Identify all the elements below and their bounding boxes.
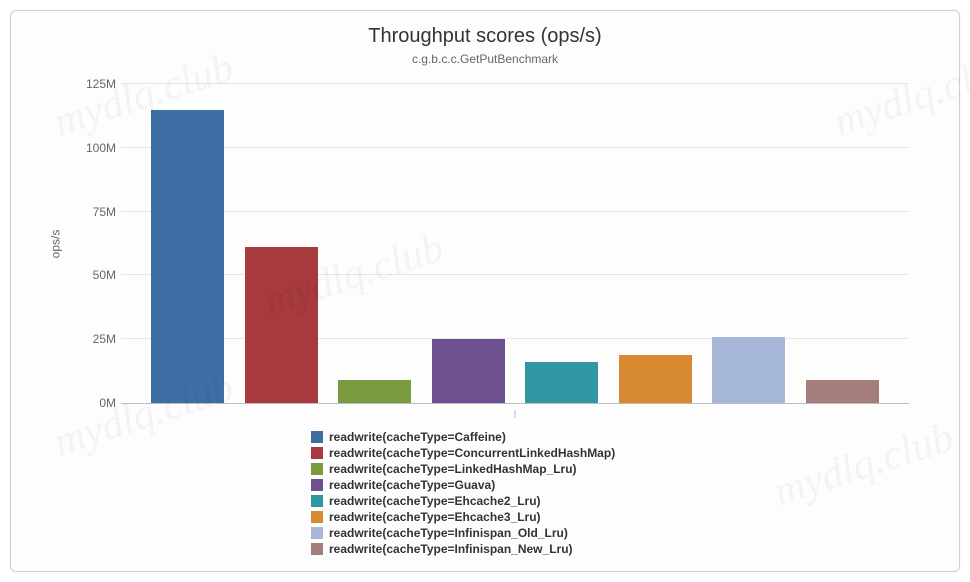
legend-item: readwrite(cacheType=Caffeine) [311, 429, 939, 445]
y-tick-label: 125M [71, 77, 116, 91]
legend-swatch [311, 479, 323, 491]
chart-container: Throughput scores (ops/s) c.g.b.c.c.GetP… [10, 10, 960, 572]
bar-slot [328, 84, 422, 403]
bar [338, 380, 411, 403]
legend-swatch [311, 431, 323, 443]
legend-label: readwrite(cacheType=LinkedHashMap_Lru) [329, 461, 577, 477]
y-axis-label: ops/s [48, 229, 62, 258]
y-tick-label: 50M [71, 268, 116, 282]
legend-label: readwrite(cacheType=Infinispan_Old_Lru) [329, 525, 568, 541]
bar [432, 339, 505, 403]
chart-title: Throughput scores (ops/s) [31, 25, 939, 48]
legend-item: readwrite(cacheType=Ehcache2_Lru) [311, 493, 939, 509]
legend-item: readwrite(cacheType=Ehcache3_Lru) [311, 509, 939, 525]
legend-label: readwrite(cacheType=ConcurrentLinkedHash… [329, 445, 615, 461]
x-axis-tick [515, 410, 516, 418]
bar [525, 362, 598, 403]
plot-area: ops/s 0M25M50M75M100M125M [121, 84, 909, 404]
bar [806, 380, 879, 403]
bar-slot [515, 84, 609, 403]
bar [245, 247, 318, 403]
y-tick-label: 0M [71, 396, 116, 410]
bar [151, 110, 224, 403]
bar-slot [609, 84, 703, 403]
legend-swatch [311, 463, 323, 475]
legend-item: readwrite(cacheType=Infinispan_New_Lru) [311, 541, 939, 557]
bar-slot [141, 84, 235, 403]
legend-item: readwrite(cacheType=Guava) [311, 477, 939, 493]
bars-layer [121, 84, 909, 403]
bar-slot [796, 84, 890, 403]
legend-label: readwrite(cacheType=Ehcache2_Lru) [329, 493, 541, 509]
legend-swatch [311, 543, 323, 555]
legend-label: readwrite(cacheType=Infinispan_New_Lru) [329, 541, 573, 557]
legend-label: readwrite(cacheType=Ehcache3_Lru) [329, 509, 541, 525]
legend-item: readwrite(cacheType=Infinispan_Old_Lru) [311, 525, 939, 541]
y-tick-label: 75M [71, 205, 116, 219]
chart-subtitle: c.g.b.c.c.GetPutBenchmark [31, 52, 939, 66]
bar [619, 355, 692, 403]
y-tick-label: 100M [71, 141, 116, 155]
bar-slot [702, 84, 796, 403]
legend-label: readwrite(cacheType=Guava) [329, 477, 495, 493]
bar [712, 337, 785, 403]
legend-swatch [311, 447, 323, 459]
legend-item: readwrite(cacheType=ConcurrentLinkedHash… [311, 445, 939, 461]
legend-swatch [311, 527, 323, 539]
legend-label: readwrite(cacheType=Caffeine) [329, 429, 506, 445]
legend-item: readwrite(cacheType=LinkedHashMap_Lru) [311, 461, 939, 477]
y-tick-label: 25M [71, 332, 116, 346]
bar-slot [235, 84, 329, 403]
legend-swatch [311, 495, 323, 507]
legend-swatch [311, 511, 323, 523]
legend: readwrite(cacheType=Caffeine)readwrite(c… [311, 429, 939, 557]
bar-slot [422, 84, 516, 403]
